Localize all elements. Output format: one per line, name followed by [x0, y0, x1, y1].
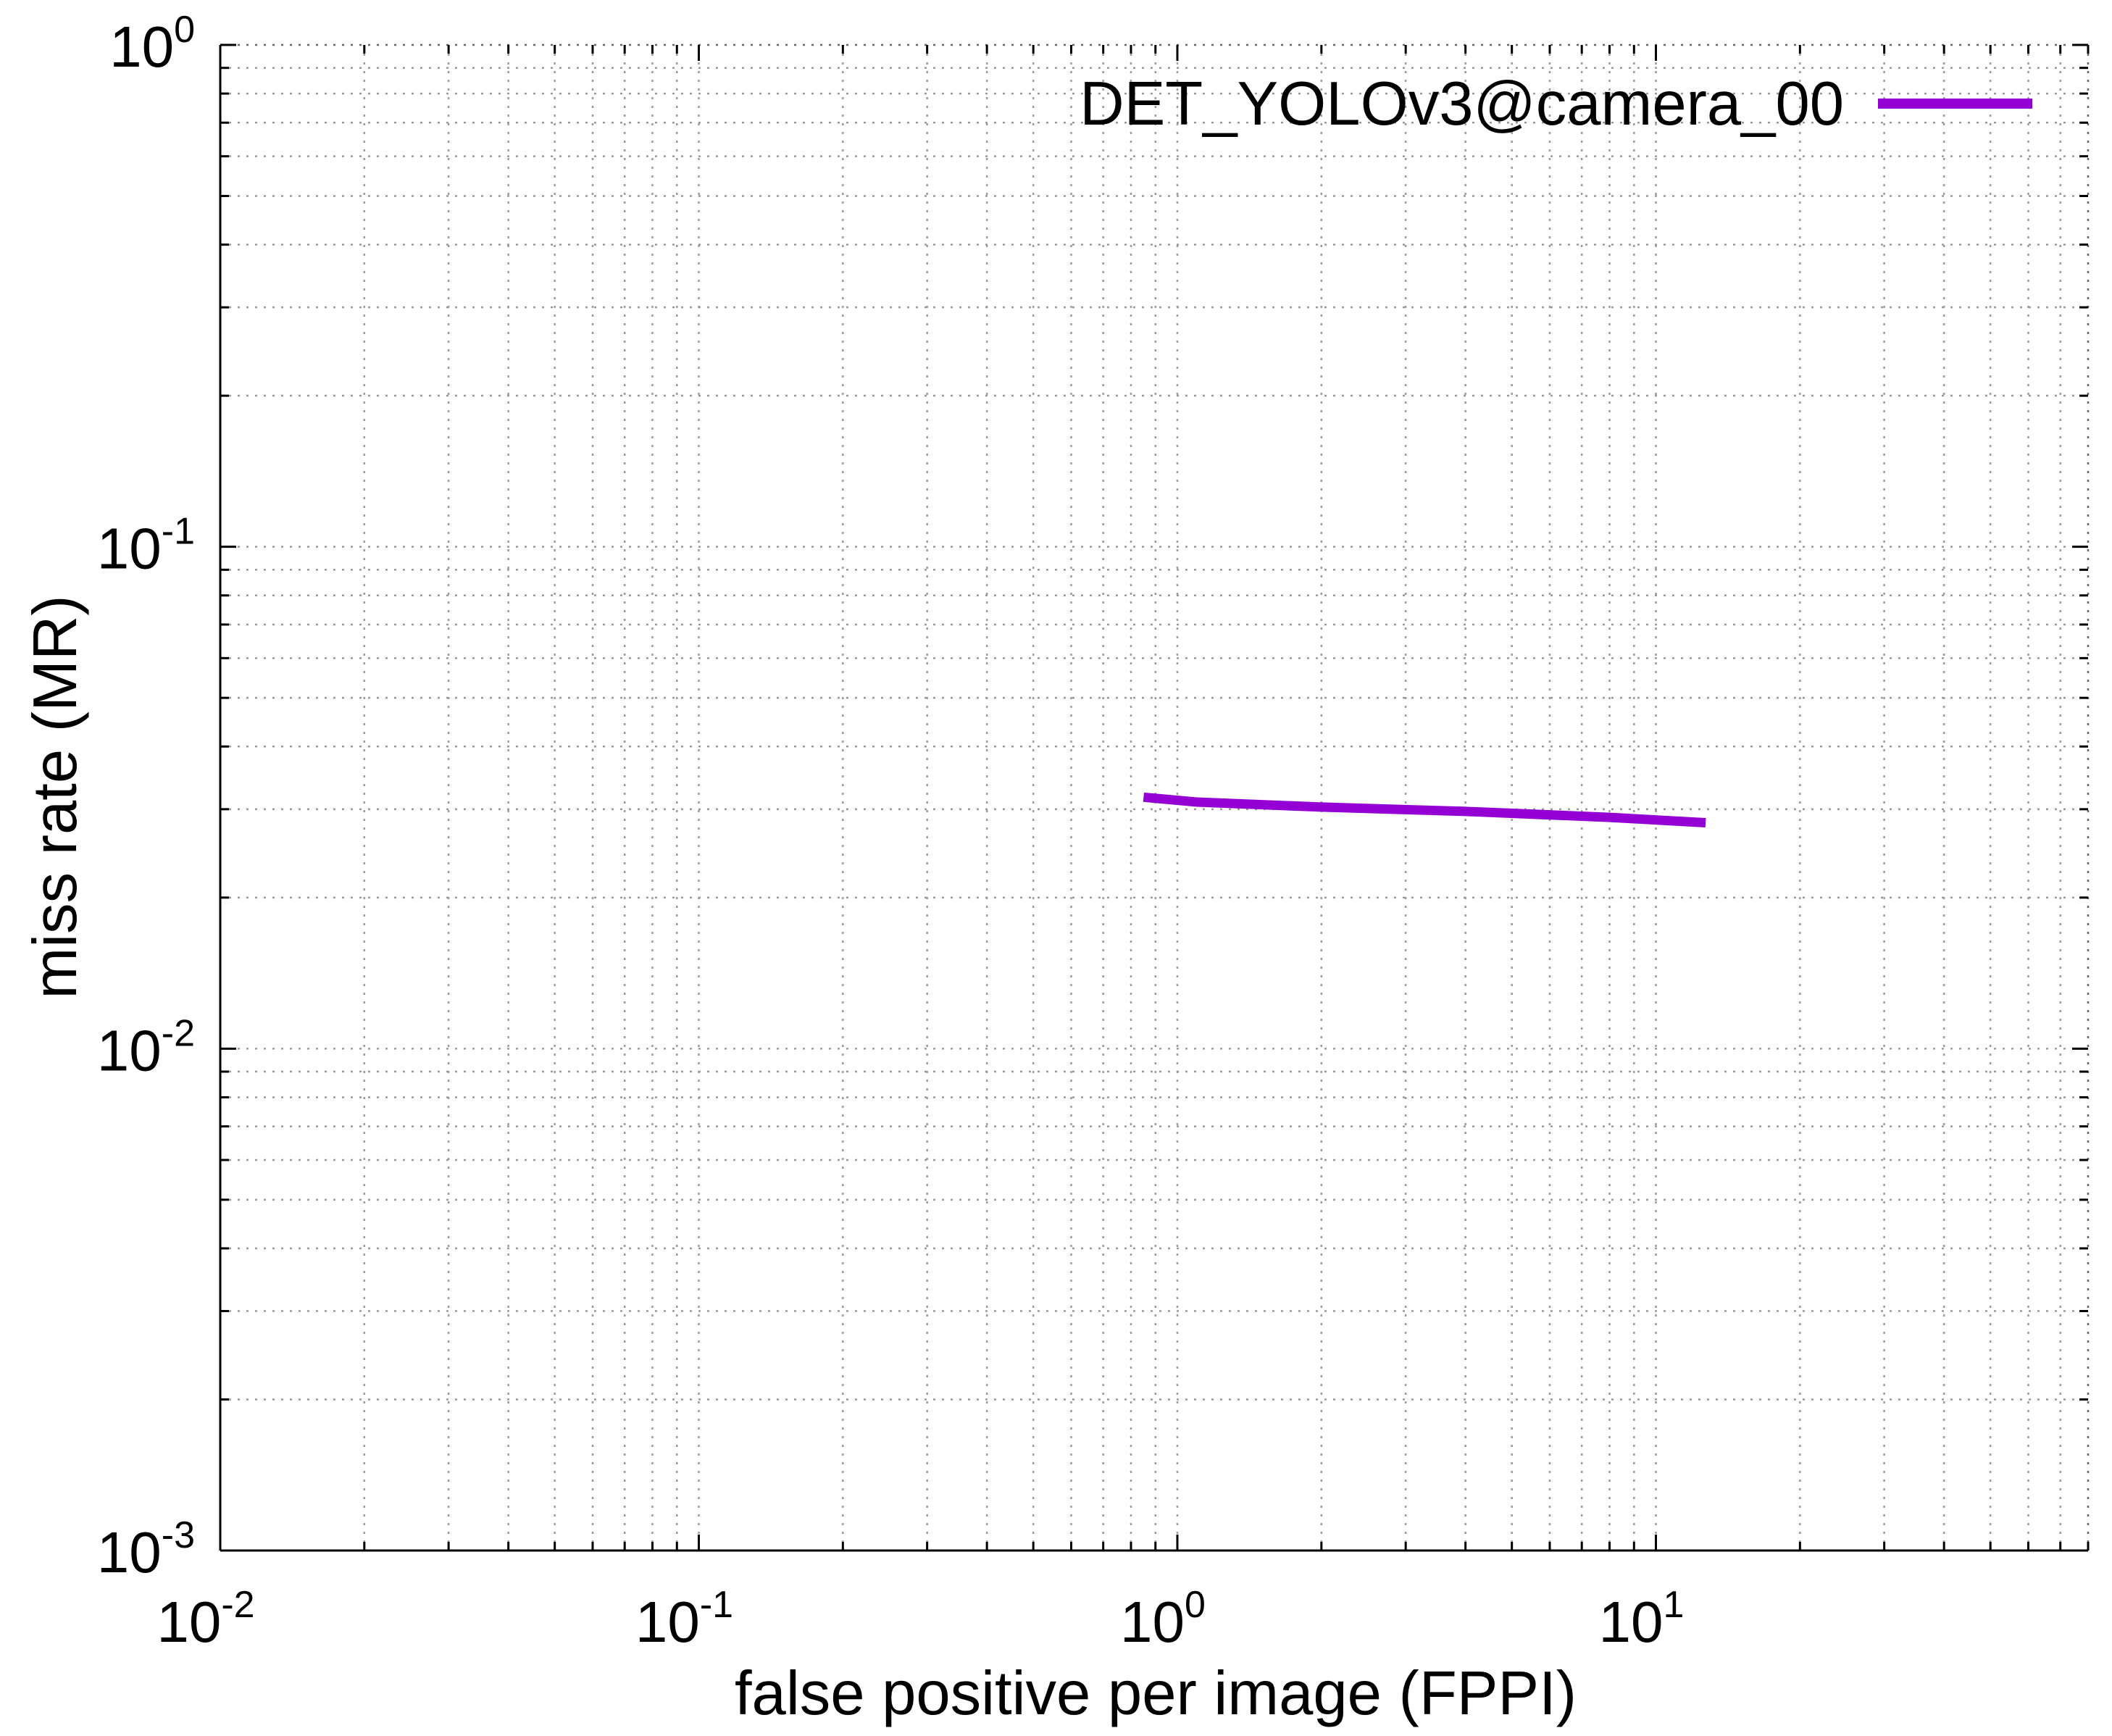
x-tick-label: 101 [1599, 1584, 1685, 1654]
series-line [1143, 792, 1706, 827]
x-tick-label: 10-2 [156, 1584, 254, 1654]
x-tick-labels: 10-2 10-1 100 101 [156, 1584, 1684, 1654]
grid-lines [220, 45, 2088, 1551]
y-tick-labels: 10-3 10-2 10-1 100 [97, 9, 195, 1585]
y-tick-label: 10-1 [97, 511, 195, 581]
legend-label: DET_YOLOv3@camera_00 [1080, 70, 1844, 138]
x-tick-label: 100 [1120, 1584, 1206, 1654]
y-axis-title: miss rate (MR) [21, 595, 90, 998]
x-axis-title: false positive per image (FPPI) [735, 1659, 1577, 1728]
legend: DET_YOLOv3@camera_00 [1080, 70, 2032, 138]
y-tick-label: 10-2 [97, 1012, 195, 1082]
series-layer [1143, 792, 1706, 827]
y-tick-label: 100 [109, 9, 195, 79]
plot-frame [219, 43, 2090, 1552]
y-tick-label: 10-3 [97, 1514, 195, 1585]
axis-ticks [219, 43, 2090, 1552]
x-tick-label: 10-1 [635, 1584, 733, 1654]
